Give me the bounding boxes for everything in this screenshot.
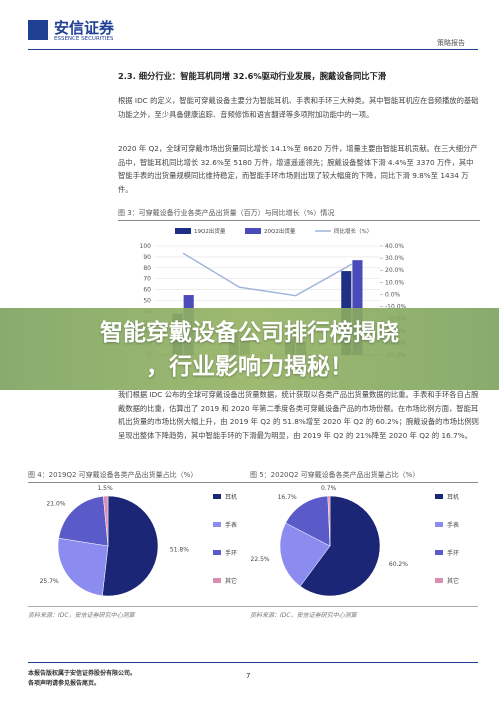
legend-label: 耳机 xyxy=(447,493,459,501)
company-name: 安信证券 xyxy=(54,19,115,37)
y-tick-label: 100 xyxy=(140,243,152,250)
legend-label: 手环 xyxy=(225,549,237,557)
legend-label: 手表 xyxy=(447,521,459,529)
pie-slice xyxy=(103,495,109,547)
legend-label: 其它 xyxy=(447,577,459,585)
line xyxy=(182,252,353,297)
banner-line: 智能穿戴设备公司排行榜揭晓 xyxy=(100,320,399,346)
y2-tick-label: 30.0% xyxy=(385,255,404,262)
footer-text: 各项声明请参见报告尾页。 xyxy=(28,680,101,687)
y2-tick-label: 20.0% xyxy=(385,267,404,274)
y2-tick-label: 0.0% xyxy=(385,291,401,298)
bar xyxy=(352,260,363,355)
legend-swatch xyxy=(435,550,443,555)
y2-tick-label: -10.0% xyxy=(385,304,407,311)
slice-label: 51.8% xyxy=(170,546,189,553)
legend-label: 19Q2出货量 xyxy=(194,227,226,235)
legend-swatch xyxy=(435,494,443,499)
legend-swatch xyxy=(175,228,191,234)
paragraph: 2020 年 Q2，全球可穿戴市场出货量同比增长 14.1%至 8620 万件，… xyxy=(118,144,478,194)
y-tick-label: 70 xyxy=(143,276,151,283)
footer-rule xyxy=(28,662,478,663)
company-name-en: ESSENCE SECURITIES xyxy=(54,36,114,42)
legend-swatch xyxy=(213,550,221,555)
caption-rule xyxy=(118,220,480,221)
y-tick-label: 50 xyxy=(143,298,151,305)
figure-caption: 图 3：可穿戴设备行业各类产品出货量（百万）与同比增长（%）情况 xyxy=(118,209,335,217)
legend-label: 同比增长（%） xyxy=(334,227,372,235)
y2-tick-label: 40.0% xyxy=(385,243,404,250)
source-note: 资料来源：IDC，安信证券研究中心测算 xyxy=(28,612,135,619)
y-tick-label: 80 xyxy=(143,265,151,272)
y-tick-label: 90 xyxy=(143,254,151,261)
slice-label: 1.5% xyxy=(97,485,113,492)
legend-label: 手表 xyxy=(225,521,237,529)
pie-slice xyxy=(299,495,381,597)
y-tick-label: 60 xyxy=(143,287,151,294)
pie-chart: 60.2% 耳机 22.5% 手表 16.7% 手环 0.7% 其它 xyxy=(251,485,459,597)
page-number: 7 xyxy=(246,672,251,680)
figure-caption: 图 5：2020Q2 可穿戴设备各类产品出货量占比（%） xyxy=(250,471,420,479)
legend-label: 手环 xyxy=(447,549,459,557)
legend-swatch xyxy=(213,494,221,499)
legend-label: 20Q2出货量 xyxy=(264,227,296,235)
slice-label: 25.7% xyxy=(40,578,59,585)
banner-line: ，行业影响力揭秘！ xyxy=(146,354,353,380)
pie-slice xyxy=(327,495,331,547)
pie-chart: 51.8% 耳机 25.7% 手表 21.0% 手环 1.5% 其它 xyxy=(40,485,237,597)
legend-swatch xyxy=(435,522,443,527)
pie-slice xyxy=(58,495,109,547)
report-type: 策略报告 xyxy=(437,39,465,47)
slice-label: 22.5% xyxy=(251,556,270,563)
pie-slice xyxy=(285,495,331,547)
banner: 智能穿戴设备公司排行榜揭晓 ，行业影响力揭秘！ xyxy=(0,308,499,390)
logo-mark xyxy=(28,20,48,40)
slice-label: 21.0% xyxy=(46,501,65,508)
pie-slice xyxy=(279,522,331,587)
paragraph: 根据 IDC 的定义，智能可穿戴设备主要分为智能耳机、手表和手环三大种类。其中智… xyxy=(118,96,479,119)
legend-swatch xyxy=(245,228,261,234)
pie-slice xyxy=(102,495,159,597)
source-note: 资料来源：IDC，安信证券研究中心测算 xyxy=(250,612,357,619)
y2-tick-label: 10.0% xyxy=(385,279,404,286)
caption-rule xyxy=(28,482,478,483)
slice-label: 60.2% xyxy=(389,561,408,568)
legend-swatch xyxy=(213,522,221,527)
footer-text: 本报告版权属于安信证券股份有限公司。 xyxy=(28,670,137,677)
legend-swatch xyxy=(435,578,443,583)
header-rule xyxy=(28,49,478,50)
slice-label: 0.7% xyxy=(321,485,337,492)
legend-swatch xyxy=(213,578,221,583)
slice-label: 16.7% xyxy=(278,494,297,501)
paragraph: 我们根据 IDC 公布的全球可穿戴设备出货量数据，统计获取以各类产品出货量数据的… xyxy=(118,390,479,440)
legend-label: 耳机 xyxy=(225,493,237,501)
section-heading: 2.3. 细分行业：智能耳机同增 32.6%驱动行业发展，腕戴设备同比下滑 xyxy=(118,71,387,81)
source-rule xyxy=(28,606,478,607)
figure-caption: 图 4：2019Q2 可穿戴设备各类产品出货量占比（%） xyxy=(28,471,198,479)
legend-label: 其它 xyxy=(225,577,237,585)
pie-slice xyxy=(57,537,109,596)
